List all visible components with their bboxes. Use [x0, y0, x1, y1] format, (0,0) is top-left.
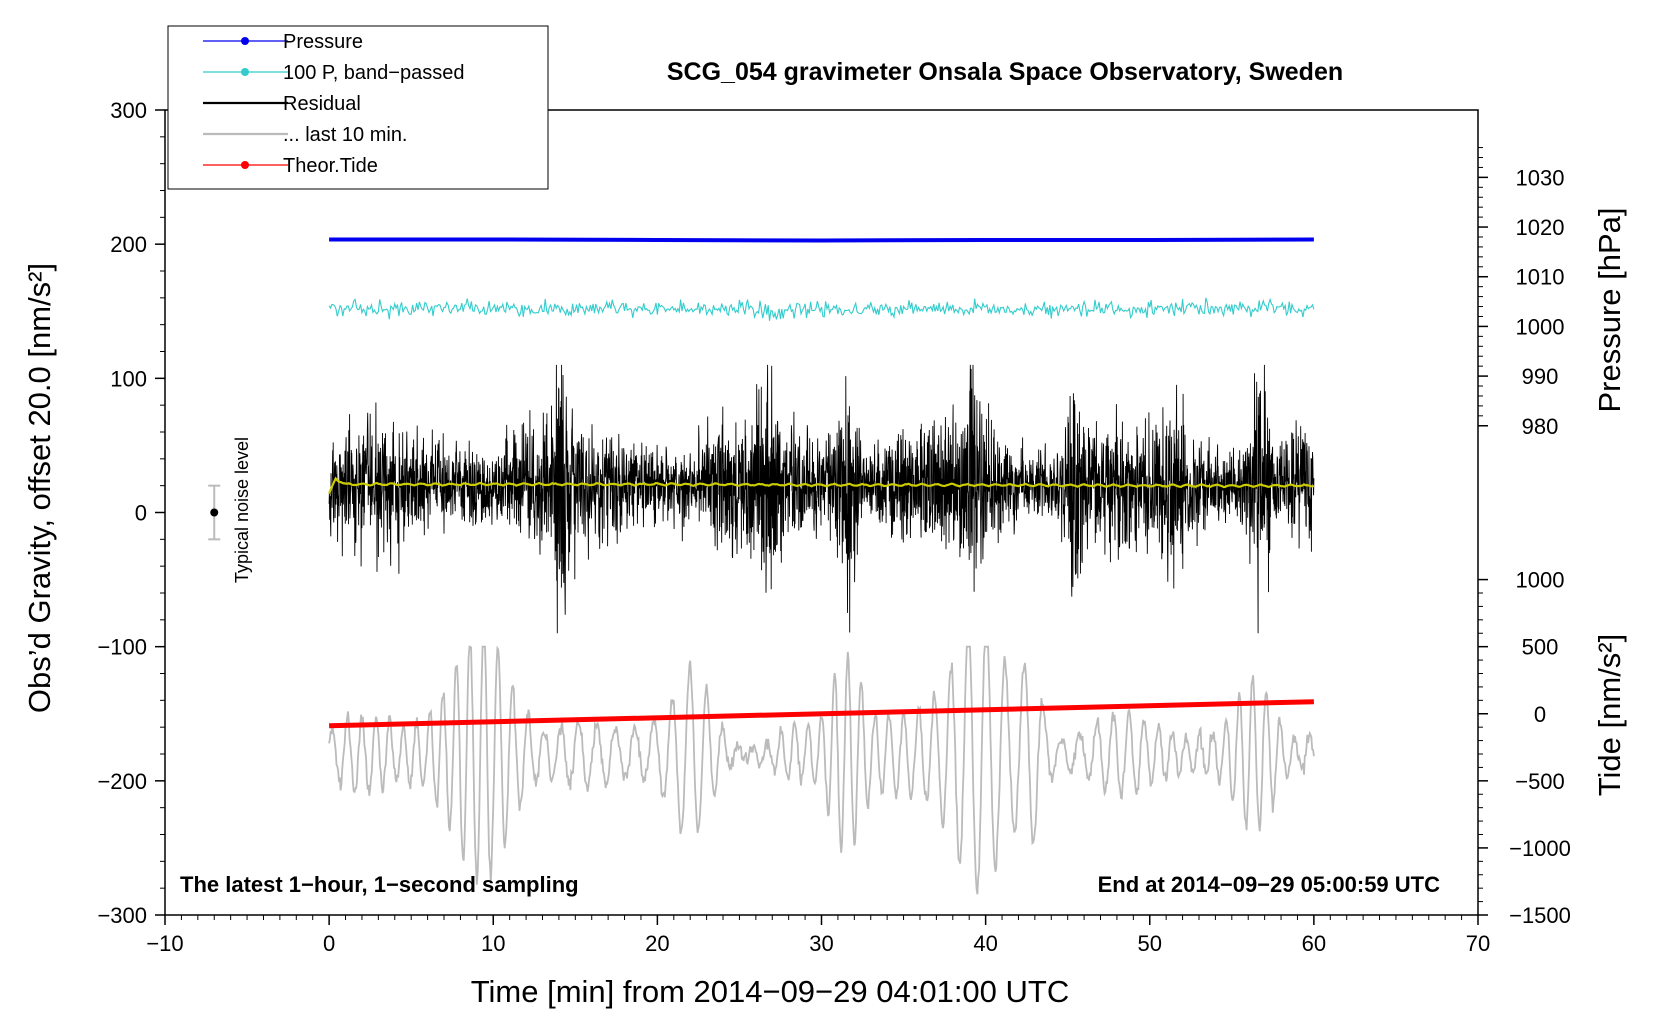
- noise-level-label: Typical noise level: [232, 437, 252, 583]
- pressure-tick-label: 1010: [1516, 265, 1565, 290]
- series-residual-mean-line: [328, 476, 1315, 495]
- tide-tick-label: 0: [1534, 702, 1546, 727]
- y-tick-label: −200: [97, 769, 147, 794]
- noise-level-point: [210, 508, 219, 517]
- legend-marker-0: [241, 37, 249, 45]
- tide-tick-label: −1000: [1509, 836, 1571, 861]
- x-tick-label: 50: [1138, 931, 1162, 956]
- pressure-tick-label: 990: [1522, 364, 1559, 389]
- legend-box: [167, 25, 549, 190]
- y-tick-label: −300: [97, 903, 147, 928]
- x-tick-label: −10: [146, 931, 183, 956]
- x-tick-label: 70: [1466, 931, 1490, 956]
- legend-label-1: 100 P, band−passed: [283, 62, 464, 84]
- legend-marker-1: [241, 68, 249, 76]
- series-theoretical-tide-line: [329, 699, 1314, 729]
- legend-marker-4: [241, 161, 249, 169]
- series-pressure-line: [329, 237, 1314, 243]
- y-axis-title-tide: Tide [nm/s²]: [1592, 634, 1627, 797]
- tide-tick-label: −500: [1515, 769, 1565, 794]
- legend-label-2: Residual: [283, 93, 361, 115]
- y-tick-label: −100: [97, 635, 147, 660]
- x-tick-label: 40: [973, 931, 997, 956]
- series-layer: [208, 237, 1315, 895]
- legend-label-4: Theor.Tide: [283, 155, 378, 177]
- y-tick-label: 300: [110, 98, 147, 123]
- legend-label-3: ... last 10 min.: [283, 124, 408, 146]
- series-band-passed-pressure-line: [328, 297, 1315, 321]
- chart-title: SCG_054 gravimeter Onsala Space Observat…: [667, 58, 1343, 86]
- x-axis-title: Time [min] from 2014−09−29 04:01:00 UTC: [471, 974, 1070, 1009]
- legend-label-0: Pressure: [283, 31, 363, 53]
- x-tick-label: 0: [323, 931, 335, 956]
- x-tick-label: 10: [481, 931, 505, 956]
- tide-tick-label: 500: [1522, 635, 1559, 660]
- x-tick-label: 20: [645, 931, 669, 956]
- pressure-tick-label: 1000: [1516, 314, 1565, 339]
- annotation-sampling: The latest 1−hour, 1−second sampling: [180, 872, 579, 897]
- annotation-end-time: End at 2014−09−29 05:00:59 UTC: [1098, 872, 1441, 897]
- y-axis-title-left: Obs’d Gravity, offset 20.0 [nm/s²]: [22, 263, 57, 713]
- pressure-tick-label: 980: [1522, 414, 1559, 439]
- y-tick-label: 200: [110, 232, 147, 257]
- x-tick-label: 60: [1302, 931, 1326, 956]
- tide-tick-label: −1500: [1509, 903, 1571, 928]
- y-axis-title-pressure: Pressure [hPa]: [1592, 207, 1627, 412]
- series-residual-line: [328, 364, 1315, 634]
- y-tick-label: 0: [135, 501, 147, 526]
- legend: Pressure 100 P, band−passed Residual ... la…: [167, 25, 549, 190]
- tide-tick-label: 1000: [1516, 568, 1565, 593]
- pressure-tick-label: 1020: [1516, 215, 1565, 240]
- pressure-tick-label: 1030: [1516, 165, 1565, 190]
- x-tick-label: 30: [809, 931, 833, 956]
- y-tick-label: 100: [110, 366, 147, 391]
- axes-layer: −10 0 10 20 30 40 50 60 70−300−200−1000100200300…: [97, 98, 1570, 956]
- series-last-10-min-line: [328, 645, 1315, 895]
